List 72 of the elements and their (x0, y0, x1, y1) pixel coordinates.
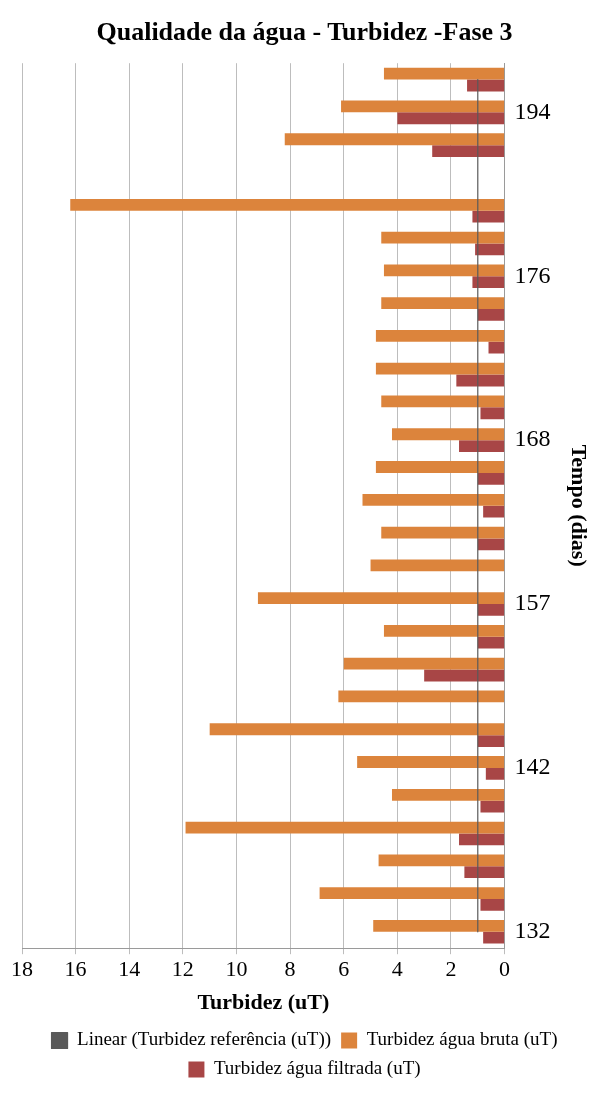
x-tick-label: 0 (499, 956, 511, 982)
y-tick-label: 142 (514, 753, 551, 780)
x-tick-label: 8 (284, 956, 296, 982)
bar (381, 526, 505, 539)
bar (257, 592, 505, 605)
bar (456, 374, 505, 387)
bar (475, 243, 505, 256)
bar (381, 297, 505, 310)
y-tick-label: 157 (514, 589, 551, 616)
bar (70, 198, 505, 211)
bar (480, 899, 505, 911)
bar (459, 833, 505, 846)
x-tick-label: 14 (118, 956, 141, 982)
bar (480, 800, 505, 813)
bar (467, 79, 505, 92)
bar (477, 538, 505, 551)
bar (357, 756, 505, 768)
legend-label: Turbidez água filtrada (uT) (213, 1057, 421, 1080)
bar (185, 821, 505, 834)
x-tick-label: 16 (64, 956, 87, 982)
y-axis-title: Tempo (dias) (567, 444, 593, 567)
bar (477, 735, 505, 747)
bar (459, 440, 505, 452)
bar (391, 788, 505, 801)
bar (338, 690, 505, 703)
bar (375, 362, 505, 375)
bar (485, 767, 505, 780)
bar (209, 723, 505, 736)
bar (483, 505, 505, 518)
bar (477, 309, 505, 321)
y-tick-label: 168 (514, 425, 551, 452)
bar (383, 625, 505, 637)
bar (472, 276, 505, 289)
bar (432, 145, 505, 157)
bar (464, 866, 505, 879)
x-tick-label: 6 (338, 956, 350, 982)
bar (424, 669, 505, 682)
bar (480, 407, 505, 420)
x-tick-label: 12 (171, 956, 194, 982)
x-tick-label: 10 (225, 956, 248, 982)
bar (375, 330, 505, 342)
bar (477, 636, 505, 649)
bar (362, 493, 505, 506)
bar (381, 231, 505, 244)
legend-label: Turbidez água bruta (uT) (366, 1028, 558, 1051)
bar (375, 461, 505, 473)
x-tick-label: 2 (445, 956, 457, 982)
bar (391, 428, 505, 441)
x-tick-label: 18 (11, 956, 33, 982)
bar (383, 264, 505, 277)
legend-label: Linear (Turbidez referência (uT)) (77, 1028, 332, 1051)
bar (488, 341, 505, 354)
bar (397, 112, 505, 125)
bar (383, 67, 505, 80)
bar (370, 559, 505, 572)
y-tick-label: 132 (514, 917, 551, 944)
bar (343, 657, 505, 670)
bar (472, 210, 505, 223)
bar (381, 395, 505, 408)
bar (378, 854, 505, 867)
bar (477, 604, 505, 616)
bar (483, 931, 505, 944)
bar (284, 133, 505, 146)
chart-title: Qualidade da água - Turbidez -Fase 3 (96, 17, 513, 47)
x-tick-label: 4 (391, 956, 403, 982)
bar (373, 920, 505, 932)
bar (477, 472, 505, 485)
y-tick-label: 194 (514, 97, 551, 124)
bar (341, 100, 505, 113)
y-tick-label: 176 (514, 261, 551, 288)
x-axis-title: Turbidez (uT) (197, 989, 330, 1015)
bar (319, 887, 505, 900)
